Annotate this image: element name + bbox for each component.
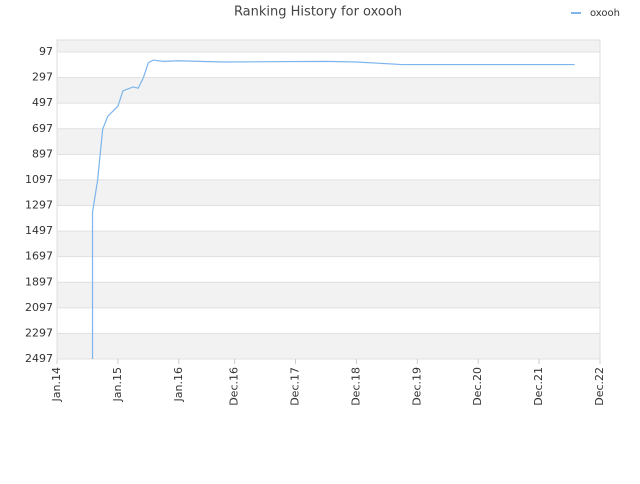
- band: [57, 179, 600, 206]
- legend-label: oxooh: [590, 8, 620, 19]
- y-tick-label: 1897: [25, 275, 53, 288]
- line: [91, 59, 575, 359]
- y-tick-label: 2497: [25, 352, 53, 365]
- x-tick-label: Dec.16: [228, 367, 241, 406]
- band: [57, 333, 600, 359]
- y-tick-label: 2297: [25, 326, 53, 339]
- y-tick-label: 1097: [25, 173, 53, 186]
- y-tick-label: 897: [32, 147, 53, 160]
- band: [57, 128, 600, 155]
- chart-title: Ranking History for oxooh: [234, 5, 402, 20]
- x-tick-label: Jan.16: [172, 367, 185, 402]
- y-tick-label: 497: [32, 96, 53, 109]
- y-tick-label: 1697: [25, 250, 53, 263]
- x-tick-label: Dec.21: [532, 367, 545, 406]
- x-tick-label: Jan.14: [50, 367, 63, 402]
- y-tick-label: 297: [32, 71, 53, 84]
- x-tick-label: Dec.19: [410, 367, 423, 406]
- band: [57, 282, 600, 308]
- y-tick-label: 2097: [25, 301, 53, 314]
- band: [57, 77, 600, 104]
- y-tick-label: 1497: [25, 224, 53, 237]
- y-tick-label: 97: [39, 45, 53, 58]
- y-tick-label: 1297: [25, 199, 53, 212]
- x-tick-label: Jan.15: [111, 367, 124, 402]
- band: [57, 40, 600, 53]
- band: [57, 231, 600, 257]
- x-tick-label: Dec.22: [593, 367, 606, 406]
- y-tick-label: 697: [32, 122, 53, 135]
- x-tick-label: Dec.17: [289, 367, 302, 406]
- x-tick-label: Dec.20: [471, 367, 484, 406]
- x-tick-label: Dec.18: [349, 367, 362, 406]
